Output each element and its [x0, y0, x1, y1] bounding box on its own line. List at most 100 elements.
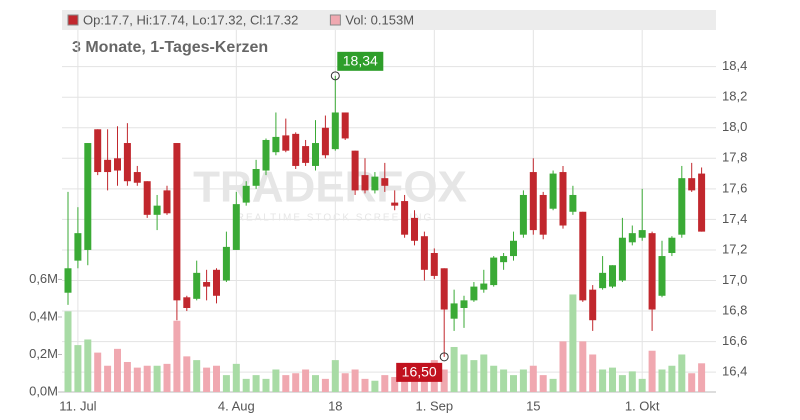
volume-bar	[450, 346, 458, 392]
volume-bar	[183, 356, 191, 392]
candle-body	[302, 146, 310, 163]
annotation-box	[337, 51, 384, 71]
candle-body	[688, 178, 696, 191]
volume-bar	[302, 369, 310, 392]
candle-body	[242, 185, 250, 203]
x-tick-label: 1. Sep	[416, 398, 454, 413]
volume-bar	[114, 348, 121, 392]
y-tick-label: 16,6	[722, 333, 747, 348]
candle-body	[94, 129, 102, 173]
volume-bar	[589, 354, 597, 392]
y2-tick-label: 0,0M	[29, 383, 58, 398]
candle-body	[361, 175, 369, 191]
candle-body	[440, 268, 448, 310]
y-tick-label: 18,0	[722, 119, 747, 134]
candle-body	[668, 237, 676, 254]
candle-body	[698, 173, 706, 232]
candle-body	[183, 297, 191, 308]
legend-label: Op:17.7, Hi:17.74, Lo:17.32, Cl:17.32	[83, 12, 298, 27]
candle-body	[678, 178, 686, 235]
candle-body	[64, 268, 72, 293]
volume-bar	[163, 363, 171, 392]
volume-bar	[688, 373, 696, 392]
candle-body	[123, 143, 131, 182]
candle-body	[658, 256, 666, 296]
volume-bar	[490, 365, 498, 392]
y2-tick-label: 0,2M	[29, 346, 58, 361]
candle-body	[609, 265, 616, 287]
candle-body	[143, 181, 151, 215]
volume-bar	[341, 373, 349, 392]
volume-bar	[559, 341, 567, 392]
candle-body	[648, 233, 656, 310]
volume-bar	[381, 375, 389, 392]
candle-body	[411, 217, 418, 241]
candle-body	[104, 159, 112, 173]
candle-body	[371, 176, 379, 191]
volume-bar	[84, 339, 92, 392]
volume-bar	[510, 375, 517, 392]
volume-bar	[123, 361, 131, 392]
y-tick-label: 18,4	[722, 58, 747, 73]
candle-body	[450, 303, 458, 319]
candle-body	[232, 204, 240, 250]
y-tick-label: 16,8	[722, 302, 747, 317]
volume-bar	[628, 371, 636, 392]
candle-body	[84, 143, 92, 250]
x-tick-label: 1. Okt	[625, 398, 660, 413]
candle-body	[341, 112, 349, 139]
candle-body	[529, 172, 537, 231]
x-tick-label: 18	[328, 398, 342, 413]
legend-swatch	[67, 14, 79, 26]
volume-bar	[292, 373, 300, 392]
volume-bar	[213, 365, 220, 392]
candle-body	[153, 205, 161, 215]
candle-body	[351, 150, 359, 191]
volume-bar	[222, 375, 230, 392]
volume-bar	[361, 378, 369, 392]
volume-bar	[351, 369, 359, 392]
volume-bar	[64, 311, 72, 392]
candle-body	[490, 257, 498, 286]
candle-body	[579, 211, 587, 301]
candle-body	[331, 112, 339, 150]
legend-label: Vol: 0.153M	[345, 12, 414, 27]
candle-body	[262, 139, 270, 171]
volume-bar	[539, 375, 547, 392]
volume-bar	[173, 320, 181, 392]
x-tick-label: 4. Aug	[218, 398, 255, 413]
candle-body	[519, 194, 527, 235]
candle-body	[480, 283, 488, 290]
x-tick-label: 15	[526, 398, 540, 413]
volume-bar	[252, 375, 260, 392]
volume-bar	[282, 375, 290, 392]
candle-body	[549, 173, 557, 209]
volume-bar	[232, 363, 240, 392]
candle-body	[638, 230, 646, 238]
candle-body	[470, 286, 478, 301]
candle-body	[500, 256, 508, 263]
volume-bar	[331, 360, 339, 392]
volume-bar	[579, 341, 587, 392]
candle-body	[321, 127, 329, 156]
volume-bar	[104, 365, 112, 392]
volume-bar	[460, 354, 468, 392]
watermark: TRADERFOX	[193, 163, 467, 212]
volume-bar	[480, 354, 488, 392]
volume-bar	[500, 369, 508, 392]
candle-body	[510, 240, 517, 257]
candle-body	[173, 143, 181, 301]
annotation-marker	[330, 71, 340, 81]
volume-bar	[391, 376, 399, 392]
candle-body	[460, 300, 468, 308]
annotation-box	[396, 362, 443, 382]
candle-body	[193, 272, 201, 299]
y2-tick-label: 0,4M	[29, 308, 58, 323]
legend-swatch	[329, 14, 341, 26]
volume-bar	[440, 369, 448, 392]
volume-bar	[321, 378, 329, 392]
y-tick-label: 17,2	[722, 241, 747, 256]
candle-body	[628, 233, 636, 243]
candle-body	[114, 158, 121, 171]
volume-bar	[668, 365, 676, 392]
